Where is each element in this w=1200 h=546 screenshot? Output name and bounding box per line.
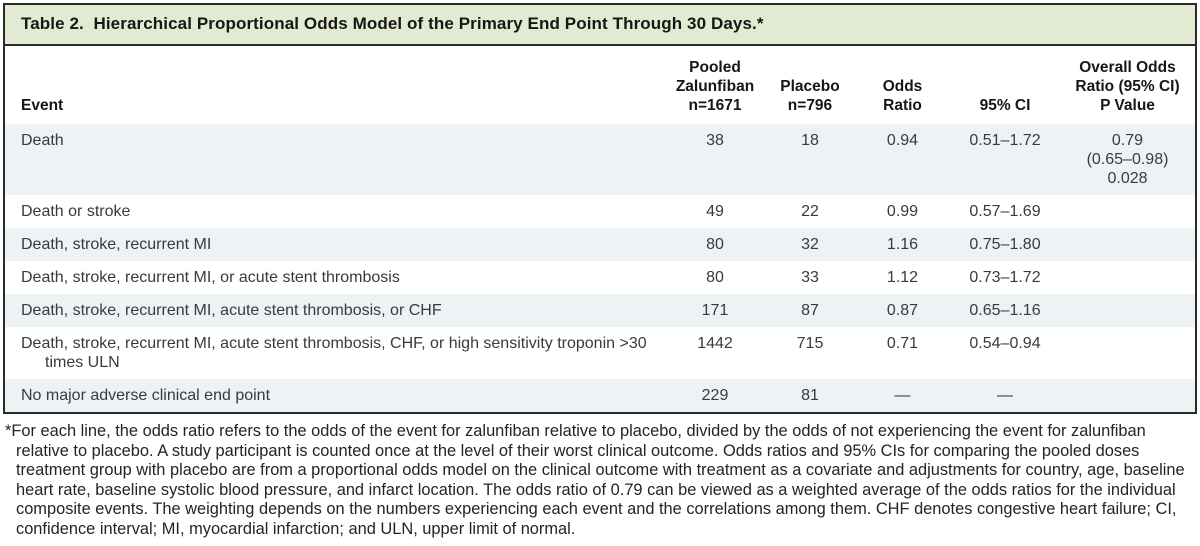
- cell-zalunfiban: 38: [706, 132, 724, 149]
- cell-placebo: 32: [801, 236, 819, 253]
- table-row: No major adverse clinical end point 229 81…: [5, 379, 1195, 412]
- cell-event: Death: [21, 132, 64, 149]
- cell-event: Death, stroke, recurrent MI, acute stent…: [21, 335, 647, 371]
- paper-table-figure: Table 2. Hierarchical Proportional Odds …: [0, 3, 1200, 546]
- table-body: Death 38 18 0.94 0.51–1.72 0.79 (0.65–0.98) 0…: [5, 124, 1195, 412]
- cell-ci: 0.51–1.72: [969, 132, 1041, 149]
- table-row: Death, stroke, recurrent MI, or acute st…: [5, 261, 1195, 294]
- cell-overall: [1060, 294, 1195, 327]
- cell-overall: [1060, 379, 1195, 412]
- cell-ci: 0.54–0.94: [969, 335, 1041, 352]
- cell-ci: 0.65–1.16: [969, 302, 1041, 319]
- cell-event: No major adverse clinical end point: [21, 387, 271, 404]
- cell-odds-ratio: 0.71: [886, 335, 919, 352]
- cell-odds-ratio: 1.16: [886, 236, 919, 253]
- cell-ci: 0.57–1.69: [969, 203, 1041, 220]
- cell-event: Death, stroke, recurrent MI: [21, 236, 212, 253]
- cell-odds-ratio: —: [894, 387, 911, 404]
- cell-event: Death, stroke, recurrent MI, or acute st…: [21, 269, 400, 286]
- cell-odds-ratio: 0.99: [886, 203, 919, 220]
- cell-placebo: 22: [801, 203, 819, 220]
- header-odds-ratio: Odds Ratio: [882, 78, 923, 114]
- cell-placebo: 33: [801, 269, 819, 286]
- cell-ci: 0.75–1.80: [969, 236, 1041, 253]
- cell-odds-ratio: 0.87: [886, 302, 919, 319]
- table-header: Event Pooled Zalunfiban n=1671 Placebo n…: [5, 46, 1195, 124]
- cell-zalunfiban: 49: [706, 203, 724, 220]
- cell-placebo: 715: [796, 335, 824, 352]
- table-row: Death 38 18 0.94 0.51–1.72 0.79 (0.65–0.98) 0…: [5, 124, 1195, 195]
- cell-overall: [1060, 327, 1195, 379]
- table-row: Death or stroke 49 22 0.99 0.57–1.69: [5, 195, 1195, 228]
- cell-zalunfiban: 80: [706, 269, 724, 286]
- table-row: Death, stroke, recurrent MI, acute stent…: [5, 294, 1195, 327]
- header-row: Event Pooled Zalunfiban n=1671 Placebo n…: [5, 46, 1195, 124]
- cell-overall: [1060, 261, 1195, 294]
- table-frame: Table 2. Hierarchical Proportional Odds …: [3, 3, 1197, 414]
- table-title: Table 2. Hierarchical Proportional Odds …: [5, 5, 1195, 46]
- cell-odds-ratio: 1.12: [886, 269, 919, 286]
- table-row: Death, stroke, recurrent MI 80 32 1.16 0.75–…: [5, 228, 1195, 261]
- cell-odds-ratio: 0.94: [886, 132, 919, 149]
- cell-zalunfiban: 80: [706, 236, 724, 253]
- header-ci: 95% CI: [979, 97, 1031, 114]
- cell-zalunfiban: 171: [701, 302, 729, 319]
- odds-model-table: Event Pooled Zalunfiban n=1671 Placebo n…: [5, 46, 1195, 412]
- header-overall: Overall Odds Ratio (95% CI) P Value: [1075, 59, 1180, 114]
- cell-overall: [1060, 195, 1195, 228]
- cell-ci: —: [997, 387, 1013, 404]
- cell-placebo: 81: [801, 387, 819, 404]
- cell-ci: 0.73–1.72: [969, 269, 1041, 286]
- table-row: Death, stroke, recurrent MI, acute stent…: [5, 327, 1195, 379]
- cell-zalunfiban: 229: [701, 387, 729, 404]
- header-zalunfiban: Pooled Zalunfiban n=1671: [675, 59, 755, 114]
- cell-overall: [1060, 228, 1195, 261]
- cell-placebo: 87: [801, 302, 819, 319]
- cell-event: Death, stroke, recurrent MI, acute stent…: [21, 302, 442, 319]
- cell-event: Death or stroke: [21, 203, 131, 220]
- cell-overall: 0.79 (0.65–0.98) 0.028: [1086, 132, 1169, 187]
- cell-placebo: 18: [801, 132, 819, 149]
- cell-zalunfiban: 1442: [697, 335, 733, 352]
- header-placebo: Placebo n=796: [780, 78, 840, 114]
- header-event: Event: [21, 97, 64, 114]
- table-footnote: *For each line, the odds ratio refers to…: [5, 422, 1185, 538]
